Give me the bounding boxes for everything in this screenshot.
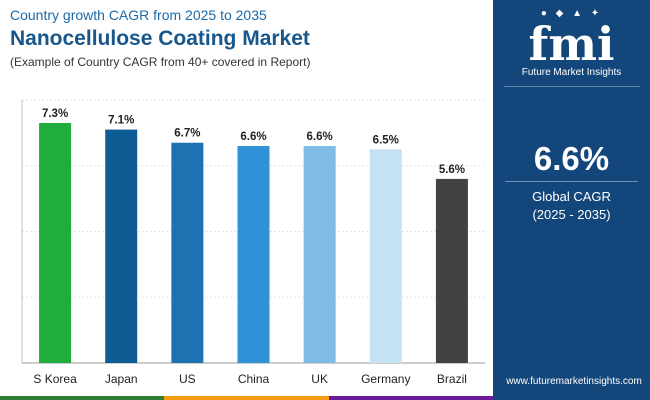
bar-brazil xyxy=(435,178,468,363)
bar-chart: 7.3% S Korea 7.1% Japan 6.7% US 6.6% China 6.6% U… xyxy=(21,99,485,386)
bar-us xyxy=(171,142,204,363)
chart-subtitle: Country growth CAGR from 2025 to 2035 xyxy=(10,7,267,23)
data-label: 7.3% xyxy=(42,108,68,120)
x-tick-label: US xyxy=(179,372,196,386)
global-cagr-label-line1: Global CAGR xyxy=(532,189,611,204)
global-cagr-value: 6.6% xyxy=(533,140,610,177)
x-tick-label: China xyxy=(238,372,270,386)
chart-title: Nanocellulose Coating Market xyxy=(10,27,310,50)
data-label: 6.6% xyxy=(240,131,266,143)
brand-logo: ● ◆ ▲ ✦ fmi Future Market Insights xyxy=(493,8,650,80)
x-tick-label: Brazil xyxy=(437,372,467,386)
bottom-color-strip xyxy=(0,396,493,400)
strip-segment-3 xyxy=(328,396,493,400)
data-label: 7.1% xyxy=(108,115,134,127)
global-cagr-period: (2025 - 2035) xyxy=(532,207,611,222)
logo-mark: fmi xyxy=(528,17,615,71)
strip-segment-1 xyxy=(0,396,165,400)
bar-s-korea xyxy=(39,123,72,363)
data-label: 6.7% xyxy=(174,128,200,140)
logo-text: Future Market Insights xyxy=(521,67,622,78)
data-label: 6.6% xyxy=(307,131,333,143)
bar-uk xyxy=(303,146,336,363)
value-divider xyxy=(505,181,638,182)
website-link[interactable]: www.futuremarketinsights.com xyxy=(506,376,642,387)
data-label: 5.6% xyxy=(439,164,465,176)
bar-china xyxy=(237,146,270,363)
bar-germany xyxy=(369,149,402,363)
logo-divider xyxy=(504,86,640,87)
strip-segment-2 xyxy=(164,396,329,400)
chart-note: (Example of Country CAGR from 40+ covere… xyxy=(10,55,311,69)
x-tick-label: UK xyxy=(311,372,328,386)
bar-japan xyxy=(105,129,138,363)
x-tick-label: S Korea xyxy=(33,372,77,386)
data-label: 6.5% xyxy=(373,134,399,146)
chart-header: Country growth CAGR from 2025 to 2035 Na… xyxy=(10,6,490,70)
x-tick-label: Germany xyxy=(361,372,410,386)
summary-panel: ● ◆ ▲ ✦ fmi Future Market Insights 6.6% … xyxy=(493,0,650,400)
global-cagr-label: Global CAGR (2025 - 2035) xyxy=(493,188,650,224)
x-tick-label: Japan xyxy=(105,372,138,386)
logo-icons: ● ◆ ▲ ✦ xyxy=(540,8,603,19)
